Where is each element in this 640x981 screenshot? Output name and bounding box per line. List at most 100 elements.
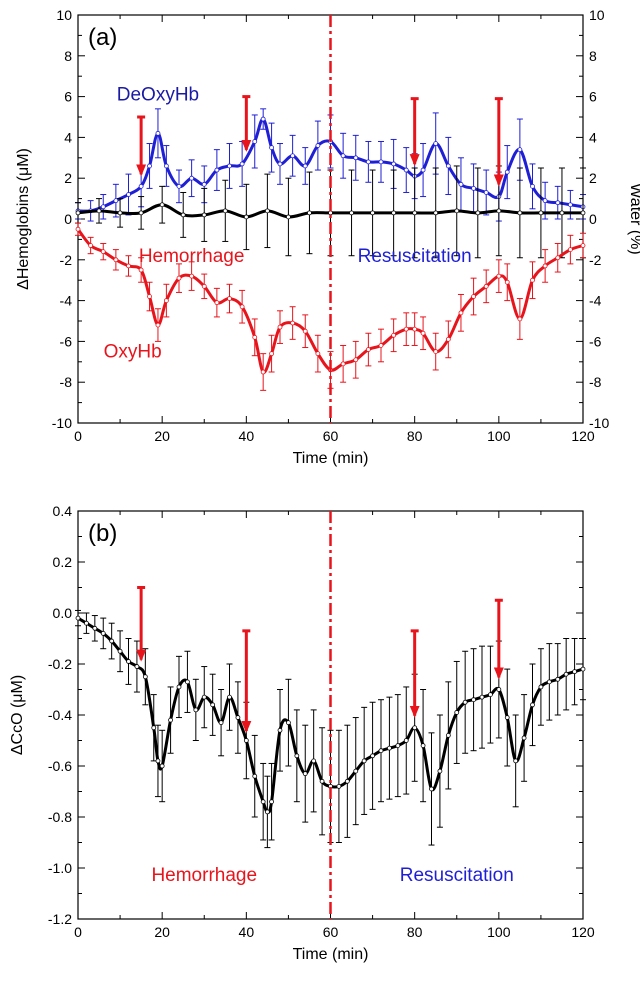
y-right-tick-label: 0	[589, 211, 597, 227]
data-point	[365, 159, 371, 165]
data-point	[471, 185, 476, 191]
data-point	[201, 283, 207, 289]
x-tick-label: 120	[571, 428, 595, 444]
annotation: Resuscitation	[400, 865, 514, 886]
y-tick-label: 6	[64, 89, 72, 105]
data-point	[214, 167, 220, 173]
data-point	[302, 328, 308, 334]
data-point	[521, 735, 527, 741]
x-tick-label: 100	[487, 924, 511, 940]
data-point	[445, 163, 451, 169]
data-point	[412, 725, 418, 731]
data-point	[100, 204, 106, 210]
data-point	[235, 715, 241, 720]
y-tick-label: -0.6	[48, 758, 72, 774]
data-point	[412, 210, 418, 216]
data-point	[462, 699, 468, 705]
data-point	[542, 263, 548, 269]
x-tick-label: 80	[407, 428, 423, 444]
x-tick-label: 100	[487, 428, 511, 444]
y-tick-label: 10	[56, 7, 72, 23]
data-point	[538, 684, 544, 690]
data-point	[155, 130, 161, 136]
data-point	[378, 159, 384, 165]
data-point	[433, 210, 439, 216]
data-point	[151, 725, 157, 731]
series-water	[75, 165, 586, 259]
y-tick-label: -0.4	[48, 707, 72, 723]
data-point	[134, 664, 140, 669]
data-point	[176, 275, 182, 281]
data-point	[344, 778, 350, 784]
data-point	[319, 778, 325, 784]
data-point	[147, 294, 152, 299]
x-tick-label: 80	[407, 924, 423, 940]
data-point	[403, 167, 409, 173]
data-point	[260, 116, 266, 122]
x-tick-label: 0	[74, 924, 82, 940]
y-tick-label: -10	[52, 415, 72, 431]
data-point	[180, 212, 186, 218]
x-tick-label: 20	[154, 924, 170, 940]
data-point	[340, 153, 346, 159]
data-point	[483, 190, 489, 195]
data-point	[365, 347, 371, 352]
data-point	[126, 192, 131, 197]
x-tick-label: 60	[323, 924, 339, 940]
data-point	[92, 625, 98, 631]
data-point	[479, 694, 485, 700]
data-point	[361, 758, 367, 764]
data-point	[117, 648, 123, 654]
y-right-tick-label: 10	[589, 7, 605, 23]
data-point	[307, 210, 312, 216]
data-point	[437, 768, 443, 774]
data-point	[496, 273, 502, 279]
data-point	[433, 141, 439, 146]
data-point	[580, 243, 586, 248]
data-point	[227, 694, 232, 700]
y-tick-label: 4	[64, 129, 72, 145]
data-point	[420, 167, 426, 173]
data-point	[572, 669, 577, 675]
data-point	[496, 208, 502, 214]
data-point	[504, 279, 510, 285]
y-tick-label: -1.0	[48, 860, 72, 876]
data-point	[496, 687, 502, 692]
y-tick-label: 2	[64, 170, 72, 186]
data-point	[159, 202, 165, 208]
data-point	[185, 679, 190, 685]
y-right-tick-label: 6	[589, 89, 597, 105]
data-point	[138, 267, 144, 273]
data-point	[555, 200, 561, 206]
data-point	[403, 738, 409, 743]
data-point	[260, 799, 266, 805]
data-point	[155, 758, 161, 764]
data-point	[126, 263, 131, 269]
y-tick-label: -0.8	[48, 809, 72, 825]
data-point	[483, 283, 489, 289]
data-point	[222, 208, 228, 214]
data-point	[269, 145, 274, 151]
x-tick-label: 120	[571, 924, 595, 940]
data-point	[340, 361, 346, 367]
data-point	[433, 349, 439, 355]
data-point	[286, 720, 291, 726]
y-right-tick-label: -2	[589, 252, 602, 268]
data-point	[113, 198, 119, 204]
data-point	[210, 702, 216, 708]
data-point	[559, 210, 565, 216]
data-point	[100, 631, 106, 636]
y-right-axis-title: Water (%)	[627, 183, 640, 254]
data-point	[370, 753, 375, 759]
data-point	[189, 273, 195, 279]
data-point	[563, 671, 569, 677]
data-point	[336, 784, 342, 789]
data-point	[546, 679, 552, 685]
data-point	[277, 161, 283, 167]
data-point	[420, 743, 426, 748]
data-point	[201, 694, 207, 700]
y-right-tick-label: -10	[589, 415, 609, 431]
y-tick-label: -1.2	[48, 911, 72, 927]
data-point	[109, 638, 115, 644]
